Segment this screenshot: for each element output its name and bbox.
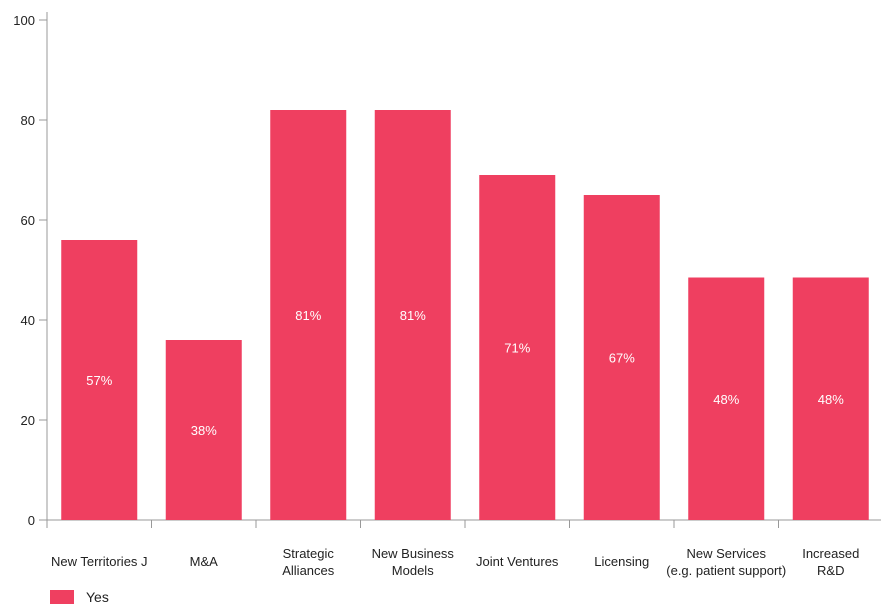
bar (479, 175, 556, 520)
legend-label: Yes (86, 589, 109, 605)
data-label: 48% (713, 392, 739, 407)
y-tick-label: 100 (13, 13, 35, 28)
x-category-label: Increased (802, 546, 859, 561)
y-tick-label: 80 (21, 113, 35, 128)
y-tick-label: 20 (21, 413, 35, 428)
x-category-label: Strategic (283, 546, 335, 561)
bar (165, 340, 242, 520)
x-category-label: New Services (687, 546, 767, 561)
x-category-label: (e.g. patient support) (666, 563, 786, 578)
x-category-label: R&D (817, 563, 844, 578)
data-label: 38% (191, 423, 217, 438)
bar (374, 110, 451, 520)
data-label: 67% (609, 351, 635, 366)
data-label: 57% (86, 373, 112, 388)
legend: Yes (50, 589, 109, 605)
bar (792, 277, 869, 520)
y-tick-label: 60 (21, 213, 35, 228)
y-axis: 0 20 40 60 80 100 (13, 12, 48, 528)
data-label: 81% (400, 308, 426, 323)
data-label: 81% (295, 308, 321, 323)
y-tick-label: 0 (28, 513, 35, 528)
x-category-label: Joint Ventures (476, 554, 559, 569)
x-category-label: New Business (372, 546, 455, 561)
x-category-label: M&A (190, 554, 219, 569)
x-category-label: New Territories J (51, 554, 148, 569)
x-category-label: Licensing (594, 554, 649, 569)
bar (270, 110, 347, 520)
bar (688, 277, 765, 520)
x-category-label: Models (392, 563, 434, 578)
x-axis: New Territories J M&A Strategic Alliances Ne… (46, 519, 881, 578)
bar (61, 240, 138, 520)
y-tick-label: 40 (21, 313, 35, 328)
x-category-label: Alliances (282, 563, 335, 578)
data-label: 71% (504, 341, 530, 356)
bar (583, 195, 660, 520)
data-label: 48% (818, 392, 844, 407)
legend-swatch (50, 590, 74, 604)
data-labels: 57% 38% 81% 81% 71% 67% 48% 48% (86, 308, 844, 438)
bars (61, 110, 869, 520)
